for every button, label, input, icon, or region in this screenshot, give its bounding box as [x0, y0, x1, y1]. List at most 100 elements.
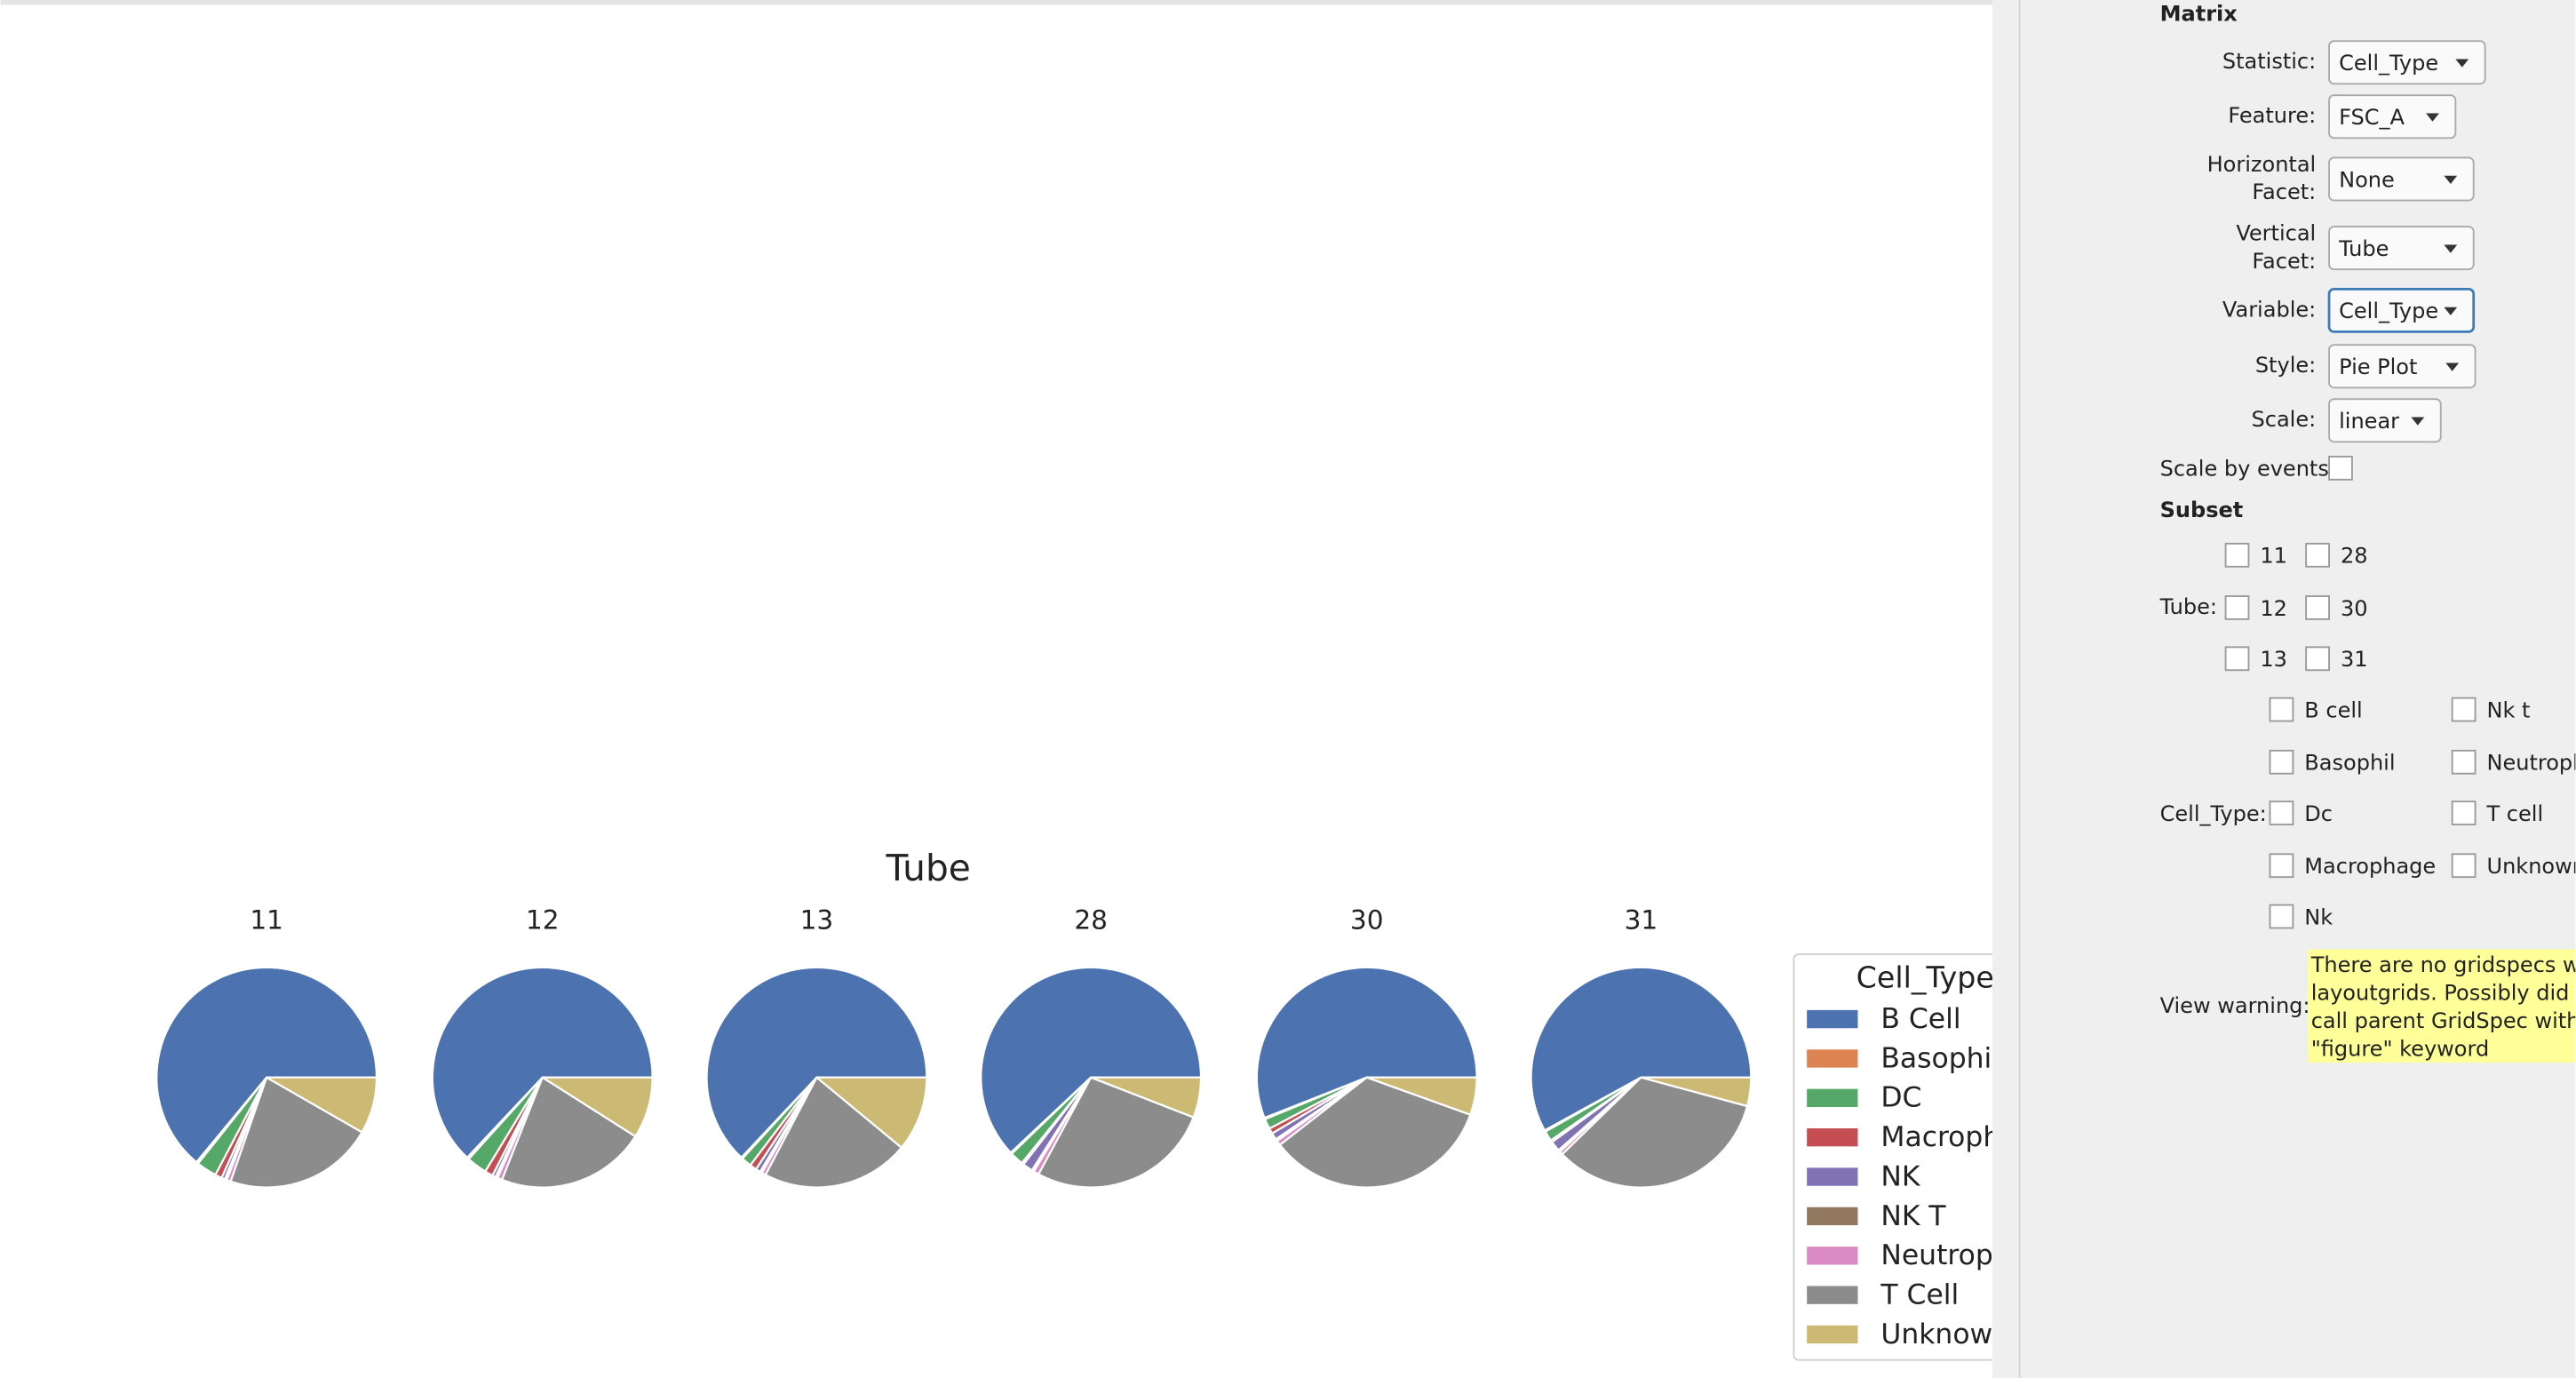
combo-box[interactable] [2328, 398, 2442, 443]
checkbox[interactable] [2224, 646, 2250, 672]
legend-swatch [1807, 1009, 1858, 1029]
legend-swatch [1807, 1128, 1858, 1147]
checkbox-label: 28 [2341, 544, 2368, 569]
panel-heading: Matrix [2160, 2, 2238, 27]
pie-wedge [1640, 1076, 1753, 1108]
cell-type-label: Cell_Type: [2160, 801, 2267, 826]
checkbox[interactable] [2224, 595, 2250, 620]
checkbox[interactable] [2269, 904, 2294, 929]
pie-title: 31 [1625, 905, 1658, 936]
legend-swatch [1807, 1049, 1858, 1068]
checkbox[interactable] [2269, 853, 2294, 879]
combo-box[interactable] [2328, 226, 2475, 271]
checkbox-label: 31 [2341, 647, 2368, 672]
pie-wedge [764, 1076, 902, 1189]
combo-value: Cell_Type [2339, 299, 2438, 323]
checkbox[interactable] [2305, 595, 2330, 620]
combo-box[interactable] [2328, 94, 2457, 139]
legend-label: Neutrophil [1880, 1239, 2026, 1271]
combo-box[interactable] [2328, 40, 2486, 85]
pie-wedge [1530, 966, 1753, 1132]
top-edge [0, 0, 1993, 5]
field-label: Statistic: [2222, 49, 2316, 74]
checkbox[interactable] [2451, 801, 2477, 825]
field-label: Style: [2255, 353, 2316, 378]
combo-box[interactable] [2328, 344, 2477, 389]
legend-swatch [1807, 1325, 1858, 1344]
combo-value: linear [2339, 409, 2399, 434]
combo-value: Cell_Type [2339, 51, 2438, 76]
warning-text: There are no gridspecs with [2310, 952, 2576, 977]
splitter[interactable] [1992, 0, 2021, 1378]
field-label: Horizontal [2207, 152, 2317, 177]
checkbox[interactable] [2328, 455, 2353, 481]
combo-value: Tube [2338, 236, 2389, 261]
subset-heading: Subset [2160, 498, 2244, 522]
field-label: Vertical [2236, 220, 2316, 245]
legend-swatch [1807, 1286, 1858, 1304]
checkbox-label: 30 [2341, 596, 2368, 621]
pie-wedge [705, 966, 928, 1159]
legend-swatch [1807, 1088, 1858, 1107]
legend-label: DC [1880, 1082, 1921, 1114]
panel: Matrix Scale by events: Subset Tube: Cel… [2159, 2, 2576, 1063]
checkbox-label: Unknown [2486, 854, 2576, 879]
checkbox[interactable] [2224, 542, 2250, 568]
plot: Tube Cell_Type 11 12 13 28 30 31 B Cell Basophi… [155, 847, 2052, 1361]
combo-arrow [2426, 113, 2439, 122]
field-label: Scale: [2252, 407, 2317, 432]
field-label: Facet: [2252, 249, 2316, 274]
checkbox[interactable] [2269, 749, 2294, 775]
pie-wedge [1038, 1076, 1195, 1189]
combo-value: FSC_A [2339, 105, 2405, 130]
checkbox-label: Dc [2304, 801, 2333, 826]
checkbox[interactable] [2451, 749, 2477, 775]
pie-wedge [1561, 1076, 1749, 1189]
warning-label: View warning: [2160, 993, 2310, 1018]
pie-title: 30 [1350, 905, 1384, 936]
checkbox[interactable] [2305, 646, 2330, 672]
warning-text: call parent GridSpec with the [2311, 1008, 2576, 1033]
checkbox-label: Macrophage [2304, 854, 2436, 879]
combo-box[interactable] [2327, 287, 2476, 333]
pie-wedge [980, 966, 1203, 1154]
checkbox-label: Basophil [2304, 751, 2395, 776]
scale-by-events-label: Scale by events: [2160, 457, 2336, 482]
tube-label: Tube: [2159, 594, 2217, 619]
checkbox-label: 12 [2260, 596, 2287, 621]
combo-value: None [2339, 167, 2395, 192]
checkbox-label: T cell [2485, 801, 2543, 826]
checkbox[interactable] [2451, 853, 2477, 879]
pie-wedge [501, 1076, 637, 1189]
figure-title: Tube [886, 847, 971, 889]
pie-title: 13 [800, 905, 834, 936]
checkbox-label: 13 [2260, 647, 2287, 672]
checkbox-label: 11 [2260, 544, 2287, 569]
checkbox-label: Nk t [2486, 697, 2530, 722]
legend-label: NK T [1880, 1200, 1946, 1232]
checkbox[interactable] [2305, 542, 2330, 568]
warning-box [2307, 949, 2576, 1063]
checkbox[interactable] [2269, 801, 2294, 825]
pie-wedge [1090, 1076, 1203, 1119]
combo-arrow [2444, 175, 2458, 185]
pie-wedge [431, 966, 654, 1159]
combo-box[interactable] [2328, 156, 2475, 202]
legend-title: Cell_Type [1856, 960, 1994, 994]
combo-arrow [2444, 244, 2458, 253]
legend-label: Macrophage [1880, 1121, 2052, 1153]
warning-text: "figure" keyword [2311, 1036, 2490, 1061]
combo-value: Pie Plot [2339, 354, 2417, 379]
checkbox-label: Neutrophil [2486, 751, 2576, 776]
pie-wedge [229, 1076, 363, 1189]
pie-title: 12 [526, 905, 560, 936]
checkbox[interactable] [2451, 697, 2477, 722]
combo-arrow [2411, 417, 2425, 426]
legend-swatch [1807, 1167, 1858, 1186]
checkbox[interactable] [2269, 697, 2294, 722]
legend-swatch [1807, 1207, 1858, 1226]
pie-title: 28 [1074, 905, 1108, 936]
legend-label: B Cell [1880, 1003, 1960, 1035]
pie-wedge [266, 1076, 378, 1134]
